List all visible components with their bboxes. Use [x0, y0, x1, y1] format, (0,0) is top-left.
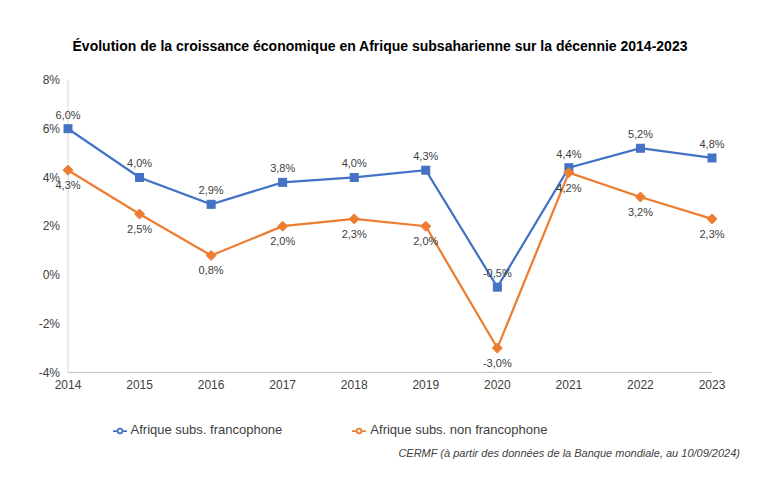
svg-text:2021: 2021: [556, 378, 583, 392]
svg-text:2,3%: 2,3%: [342, 228, 367, 240]
html-text:Afrique subs. francophone: Afrique subs. francophone: [130, 422, 283, 438]
svg-text:2023: 2023: [699, 378, 726, 392]
svg-text:-4%: -4%: [39, 366, 61, 380]
svg-text:2,5%: 2,5%: [127, 223, 152, 235]
svg-text:3,8%: 3,8%: [270, 162, 295, 174]
svg-text:2%: 2%: [43, 219, 61, 233]
html-text:Évolution de la croissance éco: Évolution de la croissance économique en…: [72, 38, 688, 54]
svg-text:4%: 4%: [42, 170, 60, 185]
svg-text:4,3%: 4,3%: [413, 150, 438, 162]
svg-text:2015: 2015: [126, 378, 153, 392]
svg-text:8%: 8%: [43, 73, 61, 87]
svg-text:2017: 2017: [269, 378, 296, 392]
svg-text:6%: 6%: [43, 122, 61, 136]
svg-text:4,3%: 4,3%: [55, 179, 80, 191]
svg-text:2022: 2022: [627, 378, 654, 392]
svg-text:2,9%: 2,9%: [199, 184, 224, 196]
svg-text:6,0%: 6,0%: [55, 109, 80, 121]
svg-text:2020: 2020: [484, 378, 511, 392]
svg-text:2,0%: 2,0%: [413, 235, 438, 247]
svg-text:2016: 2016: [198, 378, 225, 392]
svg-text:0%: 0%: [43, 268, 61, 282]
html-text:Afrique subs. non francophone: Afrique subs. non francophone: [370, 422, 548, 438]
svg-text:-0,5%: -0,5%: [483, 267, 512, 279]
svg-text:2,3%: 2,3%: [699, 228, 724, 240]
svg-text:4,2%: 4,2%: [556, 182, 581, 194]
svg-text:2019: 2019: [412, 378, 439, 392]
svg-text:4,8%: 4,8%: [699, 138, 724, 150]
svg-text:4,0%: 4,0%: [342, 157, 367, 169]
svg-text:2014: 2014: [55, 378, 82, 392]
svg-text:-2%: -2%: [39, 317, 61, 331]
html-text:CERMF (à partir des données de: CERMF (à partir des données de la Banque…: [398, 447, 740, 459]
svg-text:5,2%: 5,2%: [628, 128, 653, 140]
svg-text:2018: 2018: [341, 378, 368, 392]
svg-text:2,0%: 2,0%: [270, 235, 295, 247]
svg-text:3,2%: 3,2%: [628, 206, 653, 218]
svg-text:0,8%: 0,8%: [199, 264, 224, 276]
svg-text:-3,0%: -3,0%: [483, 357, 512, 369]
svg-text:4,0%: 4,0%: [127, 157, 152, 169]
svg-text:4,4%: 4,4%: [556, 148, 581, 160]
